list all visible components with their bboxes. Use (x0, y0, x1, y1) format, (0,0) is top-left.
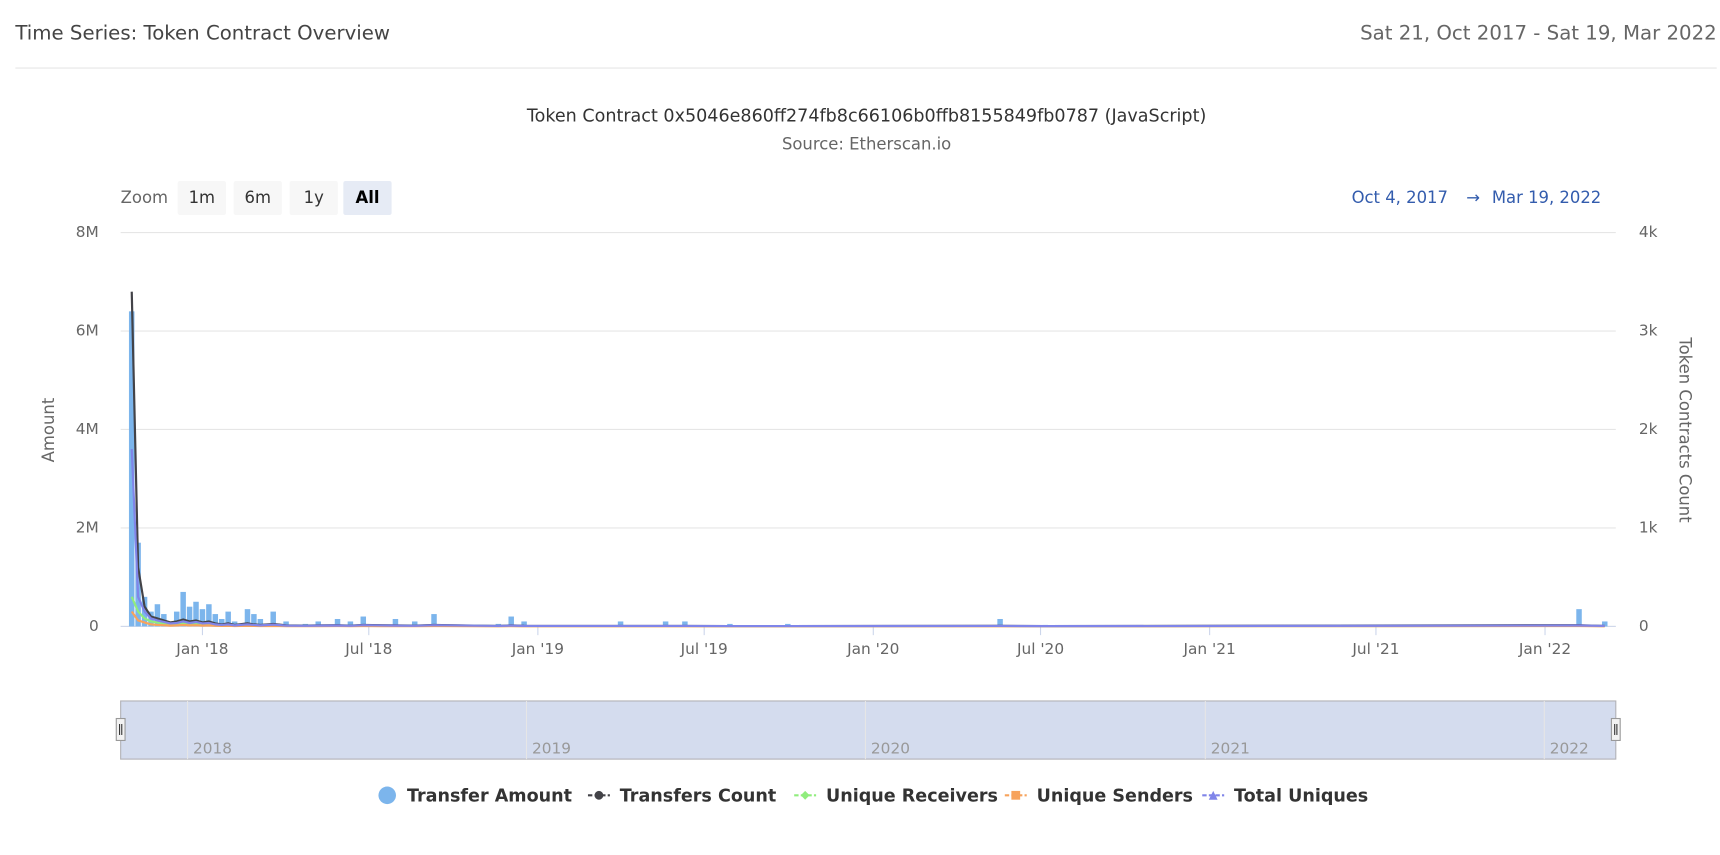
header-title: Time Series: Token Contract Overview (14, 22, 390, 45)
x-tick-label: Jan '20 (846, 640, 899, 658)
bar (662, 621, 669, 627)
legend-marker (800, 790, 810, 800)
x-tick-label: Jan '19 (511, 640, 564, 658)
bar (682, 621, 688, 627)
bar (219, 618, 225, 627)
bar (206, 604, 212, 627)
bar (360, 616, 367, 627)
y-tick-label: 4M (76, 420, 99, 438)
x-tick-label: Jan '22 (1518, 640, 1571, 658)
bar (193, 601, 199, 627)
navigator-handle[interactable] (115, 717, 126, 742)
zoom-label: Zoom (121, 188, 168, 207)
x-tick-label: Jan '18 (175, 640, 228, 658)
bar (521, 621, 527, 627)
navigator-bg (120, 700, 1617, 760)
x-tick-label: Jul '18 (344, 640, 392, 658)
y-axis-title: Amount (39, 397, 58, 462)
x-tick-label: Jan '21 (1182, 640, 1235, 658)
bar (315, 621, 321, 627)
x-tick-label: Jul '19 (680, 640, 728, 658)
bar (154, 604, 161, 627)
bar (283, 621, 289, 627)
navigator-label: 2020 (871, 740, 910, 758)
bar (199, 609, 206, 627)
zoom-button-bg[interactable] (177, 181, 226, 216)
navigator-label: 2019 (532, 740, 571, 758)
y2-tick-label: 2k (1639, 420, 1658, 438)
range-from[interactable]: Oct 4, 2017 (1352, 188, 1448, 207)
bar (225, 611, 231, 627)
bar (392, 618, 399, 627)
range-arrow: → (1466, 188, 1480, 207)
header-date-range: Sat 21, Oct 2017 - Sat 19, Mar 2022 (1360, 22, 1717, 45)
y-tick-label: 8M (76, 223, 99, 241)
bar (411, 621, 418, 627)
bar (347, 621, 354, 627)
bar (180, 591, 186, 627)
zoom-button-bg[interactable] (343, 181, 392, 216)
series-line (130, 291, 1605, 628)
y2-axis-title: Token Contracts Count (1675, 336, 1694, 523)
bar (1576, 609, 1582, 627)
bar (334, 618, 341, 627)
bar (508, 616, 514, 627)
bar (244, 609, 251, 627)
x-tick-label: Jul '20 (1016, 640, 1064, 658)
zoom-button-bg[interactable] (289, 181, 338, 216)
zoom-button[interactable]: 6m (245, 188, 271, 207)
bar (257, 618, 264, 627)
chart-subtitle: Source: Etherscan.io (782, 134, 951, 153)
navigator-label: 2018 (193, 740, 232, 758)
y2-tick-label: 3k (1639, 322, 1658, 340)
bar (186, 606, 193, 627)
bar (251, 614, 257, 627)
y-tick-label: 6M (76, 322, 99, 340)
legend-marker (594, 790, 604, 800)
bar (997, 618, 1003, 627)
legend-label[interactable]: Unique Receivers (826, 786, 998, 806)
legend-marker (1208, 790, 1218, 800)
bar (212, 614, 219, 627)
chart-title: Token Contract 0x5046e860ff274fb8c66106b… (526, 106, 1206, 126)
range-to[interactable]: Mar 19, 2022 (1492, 188, 1601, 207)
y-tick-label: 0 (89, 617, 99, 635)
legend-symbol[interactable] (378, 786, 396, 805)
y2-tick-label: 4k (1639, 223, 1658, 241)
legend-label[interactable]: Total Uniques (1234, 786, 1368, 806)
y-tick-label: 2M (76, 518, 99, 536)
bar (431, 614, 437, 627)
navigator-label: 2021 (1211, 740, 1250, 758)
bar (617, 621, 624, 627)
legend-label[interactable]: Transfer Amount (407, 786, 572, 806)
navigator-handle[interactable] (1610, 717, 1621, 742)
bar (270, 611, 276, 627)
series-line (130, 449, 1605, 628)
legend-marker (1011, 790, 1021, 800)
zoom-button[interactable]: All (355, 188, 379, 207)
navigator-label: 2022 (1550, 740, 1589, 758)
bar (1602, 621, 1608, 627)
zoom-button[interactable]: 1y (304, 188, 324, 207)
y2-tick-label: 0 (1639, 617, 1649, 635)
legend-label[interactable]: Unique Senders (1037, 786, 1193, 806)
legend-label[interactable]: Transfers Count (620, 786, 777, 806)
bar (173, 611, 180, 627)
zoom-button[interactable]: 1m (189, 188, 215, 207)
x-tick-label: Jul '21 (1351, 640, 1399, 658)
zoom-button-bg[interactable] (233, 181, 282, 216)
y2-tick-label: 1k (1639, 518, 1658, 536)
